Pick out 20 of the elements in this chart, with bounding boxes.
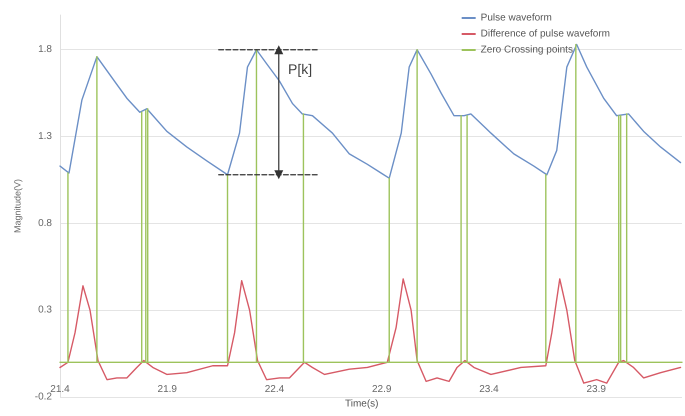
x-tick-label: 22.9 [372, 384, 392, 395]
x-tick-label: 21.4 [50, 384, 70, 395]
y-tick-label: -0.2 [34, 392, 52, 402]
legend-label: Difference of pulse waveform [480, 28, 610, 40]
y-tick-label: 1.8 [38, 44, 52, 56]
x-tick-label: 23.9 [586, 384, 606, 395]
line-series [59, 44, 682, 179]
line-series [59, 278, 682, 384]
annotation: P[k] [288, 61, 312, 77]
y-tick-label: 0.8 [38, 218, 52, 229]
x-tick-label: 21.9 [158, 384, 178, 395]
legend-label: Zero Crossing points [480, 44, 573, 56]
x-tick-label: 23.4 [479, 384, 500, 395]
y-axis-title: Magnitude(V) [12, 178, 22, 234]
line-series [59, 44, 683, 363]
y-tick-label: 1.3 [38, 131, 52, 142]
y-tick-label: 0.3 [38, 304, 52, 316]
legend-label: Pulse waveform [480, 12, 552, 24]
x-axis-title: Time(s) [345, 398, 379, 410]
x-tick-label: 22.4 [264, 384, 285, 395]
